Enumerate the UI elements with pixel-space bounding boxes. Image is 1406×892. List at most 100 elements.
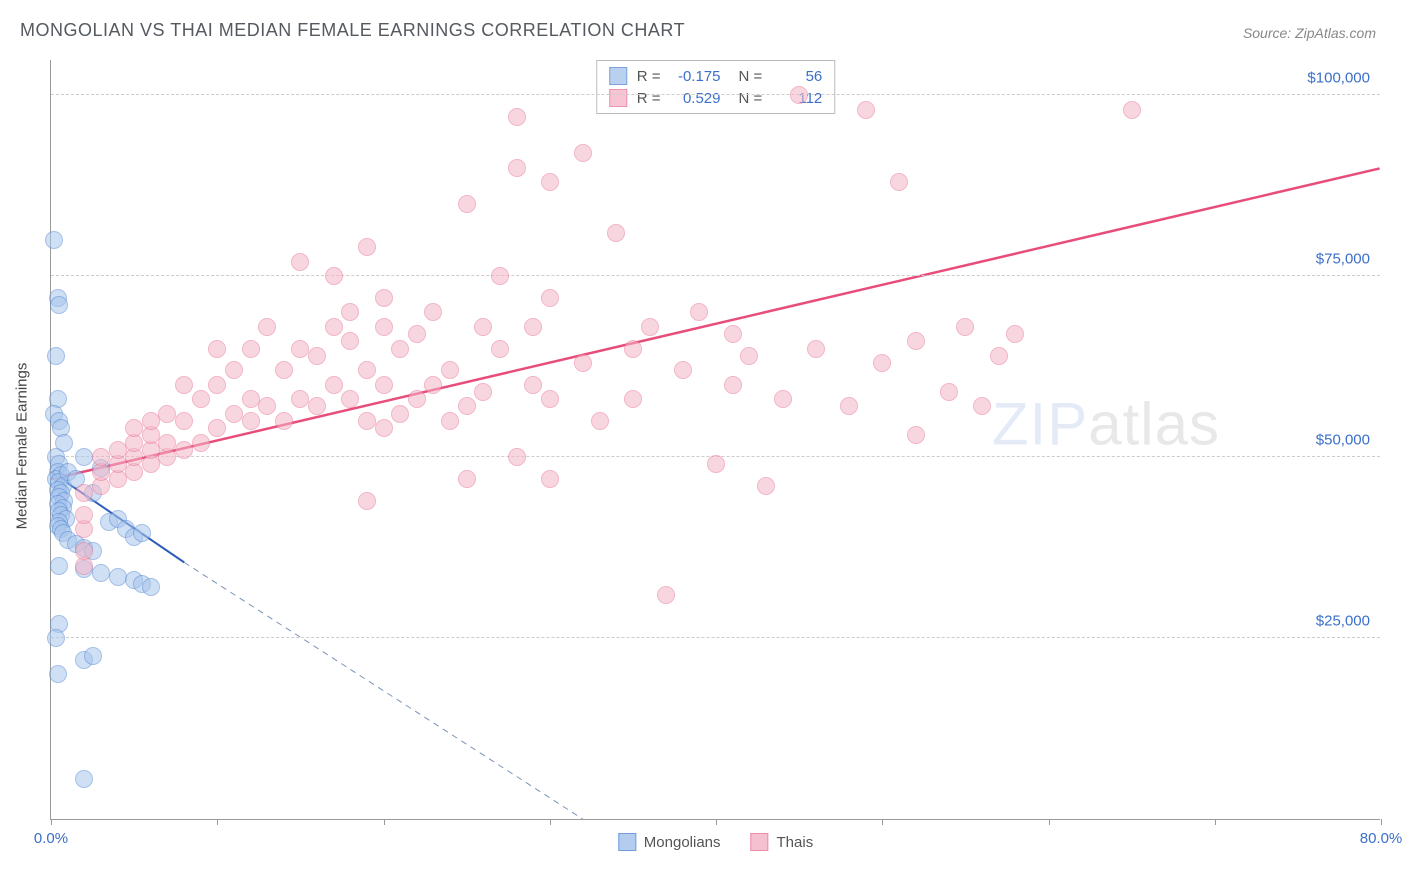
gridline [51,275,1380,276]
data-point [458,470,476,488]
data-point [109,441,127,459]
data-point [142,578,160,596]
data-point [75,448,93,466]
data-point [208,376,226,394]
data-point [541,289,559,307]
data-point [75,542,93,560]
stat-label-n: N = [739,68,763,85]
data-point [49,665,67,683]
stat-value-n: 56 [772,68,822,85]
data-point [325,376,343,394]
data-point [375,419,393,437]
trend-line [51,168,1379,479]
stat-label-n: N = [739,90,763,107]
data-point [75,506,93,524]
data-point [840,397,858,415]
data-point [541,470,559,488]
data-point [242,390,260,408]
data-point [424,376,442,394]
data-point [724,325,742,343]
data-point [508,448,526,466]
data-point [1123,101,1141,119]
data-point [807,340,825,358]
data-point [275,361,293,379]
data-point [707,455,725,473]
data-point [158,434,176,452]
data-point [358,492,376,510]
data-point [541,173,559,191]
legend-item: Mongolians [618,833,721,851]
data-point [508,108,526,126]
data-point [50,296,68,314]
data-point [308,397,326,415]
data-point [690,303,708,321]
data-point [591,412,609,430]
y-axis-label: Median Female Earnings [14,363,31,530]
data-point [990,347,1008,365]
data-point [258,397,276,415]
x-tick-label: 0.0% [34,830,68,847]
data-point [291,390,309,408]
data-point [657,586,675,604]
legend-swatch [751,833,769,851]
data-point [907,332,925,350]
data-point [458,195,476,213]
data-point [774,390,792,408]
data-point [242,412,260,430]
data-point [474,383,492,401]
data-point [458,397,476,415]
data-point [408,325,426,343]
data-point [641,318,659,336]
data-point [142,412,160,430]
data-point [291,340,309,358]
data-point [325,267,343,285]
y-tick-label: $100,000 [1297,70,1370,87]
x-tick [51,819,52,825]
data-point [92,564,110,582]
x-tick [384,819,385,825]
data-point [541,390,559,408]
y-tick-label: $75,000 [1306,251,1370,268]
data-point [133,524,151,542]
stat-label-r: R = [637,68,661,85]
data-point [574,354,592,372]
data-point [45,231,63,249]
data-point [225,361,243,379]
data-point [973,397,991,415]
data-point [790,86,808,104]
x-tick [550,819,551,825]
x-tick [217,819,218,825]
data-point [291,253,309,271]
stat-row: R = -0.175 N = 56 [609,65,823,87]
data-point [956,318,974,336]
data-point [474,318,492,336]
y-tick-label: $25,000 [1306,613,1370,630]
data-point [175,412,193,430]
data-point [341,332,359,350]
data-point [84,647,102,665]
data-point [208,340,226,358]
data-point [275,412,293,430]
stat-label-r: R = [637,90,661,107]
data-point [873,354,891,372]
x-tick [716,819,717,825]
data-point [47,347,65,365]
legend-swatch [609,67,627,85]
data-point [341,390,359,408]
data-point [907,426,925,444]
data-point [75,484,93,502]
scatter-plot-area: ZIPatlas R =-0.175N =56R =0.529N =112 Mo… [50,60,1380,820]
data-point [125,419,143,437]
x-tick-label: 80.0% [1360,830,1403,847]
data-point [358,412,376,430]
data-point [242,340,260,358]
data-point [325,318,343,336]
data-point [158,405,176,423]
data-point [358,238,376,256]
stat-value-r: -0.175 [671,68,721,85]
data-point [375,289,393,307]
watermark: ZIPatlas [992,390,1220,459]
data-point [624,390,642,408]
data-point [258,318,276,336]
data-point [524,318,542,336]
